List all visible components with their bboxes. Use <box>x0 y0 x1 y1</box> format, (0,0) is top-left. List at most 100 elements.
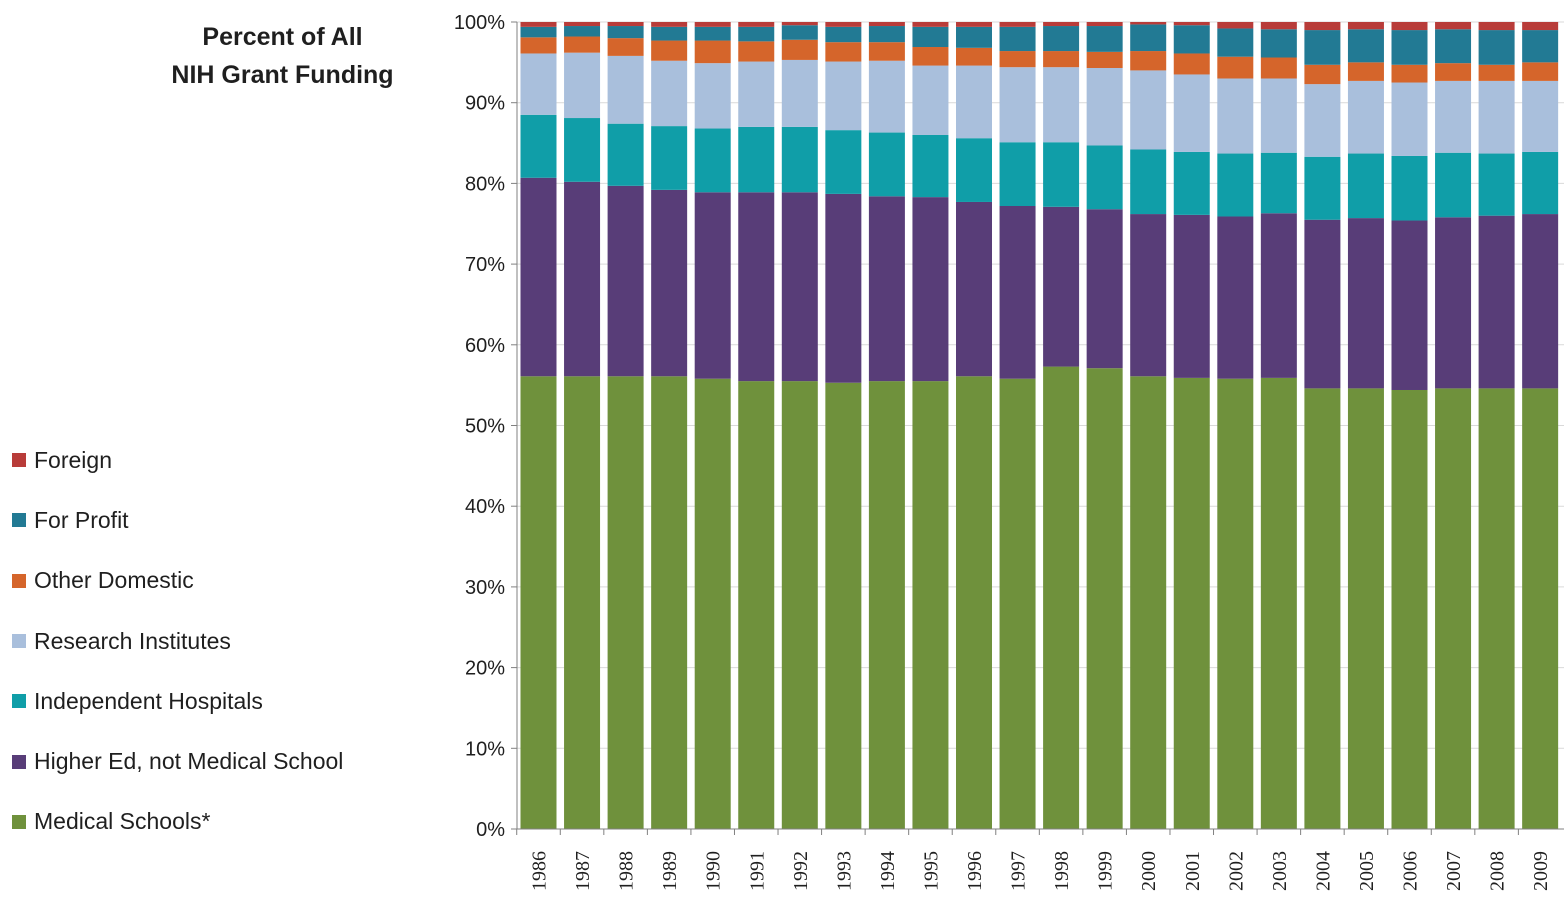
bar-segment <box>956 138 992 202</box>
bar-segment <box>1478 30 1515 65</box>
bar-segment <box>607 38 644 56</box>
bar-segment <box>999 26 1036 52</box>
bar-segment <box>738 26 775 42</box>
bar-segment <box>1260 213 1297 378</box>
legend-swatch-for-profit <box>12 513 26 528</box>
bar-segment <box>1043 206 1080 367</box>
bar-segment <box>956 26 992 48</box>
bar-segment <box>1478 215 1515 389</box>
bar-segment <box>694 378 731 829</box>
bar-segment <box>1043 67 1080 143</box>
bar-segment <box>1347 62 1384 81</box>
bar-segment <box>956 22 992 27</box>
bar-segment <box>1435 80 1472 153</box>
bar-segment <box>694 63 731 129</box>
bar-segment <box>999 22 1036 27</box>
bar-segment <box>1391 22 1428 31</box>
bar-segment <box>1043 22 1080 27</box>
bar-segment <box>564 376 601 829</box>
bar-segment <box>781 126 818 193</box>
legend-label-for-profit: For Profit <box>34 506 129 533</box>
x-tick-label: 1986 <box>529 851 551 891</box>
y-tick-label: 100% <box>454 12 505 34</box>
bar-segment <box>1086 22 1123 27</box>
bar-segment <box>1435 388 1472 829</box>
legend-label-other-domestic: Other Domestic <box>34 567 194 594</box>
bar-segment <box>999 67 1036 143</box>
bar-segment <box>1347 388 1384 829</box>
bar-segment <box>1435 29 1472 64</box>
bar-segment <box>564 36 601 53</box>
bar-segment <box>825 193 862 383</box>
bar-segment <box>1173 74 1210 152</box>
bar-segment <box>956 376 992 829</box>
bar-segment <box>651 376 688 829</box>
bar-segment <box>1522 22 1559 31</box>
bar-segment <box>912 47 949 66</box>
bar-segment <box>912 22 949 27</box>
bar-segment <box>912 381 949 829</box>
bar-segment <box>1304 22 1341 31</box>
bar-segment <box>868 42 905 61</box>
bar-segment <box>738 41 775 62</box>
x-tick-label: 1987 <box>572 851 594 891</box>
y-tick-label: 80% <box>465 173 505 195</box>
bar-segment <box>738 192 775 382</box>
bar-segment <box>1130 70 1167 150</box>
legend-item-for-profit: For Profit <box>12 490 412 550</box>
x-tick-label: 2001 <box>1182 851 1204 891</box>
bar-segment <box>651 40 688 61</box>
legend-label-research-institutes: Research Institutes <box>34 627 231 654</box>
y-tick-label: 20% <box>465 658 505 680</box>
legend-item-independent-hospitals: Independent Hospitals <box>12 671 412 731</box>
bar-segment <box>738 22 775 27</box>
bar-segment <box>956 201 992 377</box>
bar-segment <box>651 22 688 27</box>
x-tick-label: 1995 <box>920 851 942 891</box>
legend-item-other-domestic: Other Domestic <box>12 551 412 611</box>
bar-segment <box>1086 51 1123 68</box>
bar-segment <box>1217 216 1254 379</box>
y-tick-label: 50% <box>465 416 505 438</box>
y-tick-label: 10% <box>465 738 505 760</box>
bar-segment <box>825 130 862 194</box>
x-tick-label: 1990 <box>703 851 725 891</box>
bar-segment <box>1391 155 1428 221</box>
bar-segment <box>1347 153 1384 219</box>
bar-segment <box>1522 151 1559 215</box>
y-tick-label: 60% <box>465 335 505 357</box>
bar-segment <box>1347 218 1384 389</box>
bar-segment <box>825 22 862 27</box>
bar-segment <box>607 55 644 124</box>
bar-segment <box>564 26 601 37</box>
x-tick-label: 1989 <box>659 851 681 891</box>
x-tick-label: 1994 <box>877 851 899 891</box>
bar-segment <box>694 192 731 379</box>
bar-segment <box>694 22 731 27</box>
bar-segment <box>651 26 688 41</box>
bar-segment <box>564 118 601 182</box>
bar-segment <box>1173 214 1210 378</box>
bar-segment <box>520 53 557 115</box>
legend-swatch-research-institutes <box>12 634 26 649</box>
bar-segment <box>956 65 992 139</box>
bar-segment <box>781 22 818 26</box>
y-tick-label: 0% <box>476 819 505 841</box>
legend-label-higher-ed: Higher Ed, not Medical School <box>34 748 344 775</box>
legend-item-medical-schools: Medical Schools* <box>12 792 412 852</box>
bar-segment <box>1347 80 1384 154</box>
bar-segment <box>607 22 644 27</box>
bar-segment <box>694 26 731 41</box>
bar-segment <box>1173 151 1210 215</box>
bar-segment <box>781 381 818 829</box>
bar-segment <box>1478 153 1515 216</box>
bar-segment <box>738 61 775 127</box>
bar-segment <box>694 128 731 193</box>
bar-segment <box>1173 53 1210 75</box>
bar-segment <box>1391 389 1428 829</box>
bar-segment <box>1391 220 1428 390</box>
bar-segment <box>1173 25 1210 54</box>
bar-segment <box>825 382 862 829</box>
bar-segment <box>912 65 949 135</box>
bar-segment <box>825 61 862 131</box>
